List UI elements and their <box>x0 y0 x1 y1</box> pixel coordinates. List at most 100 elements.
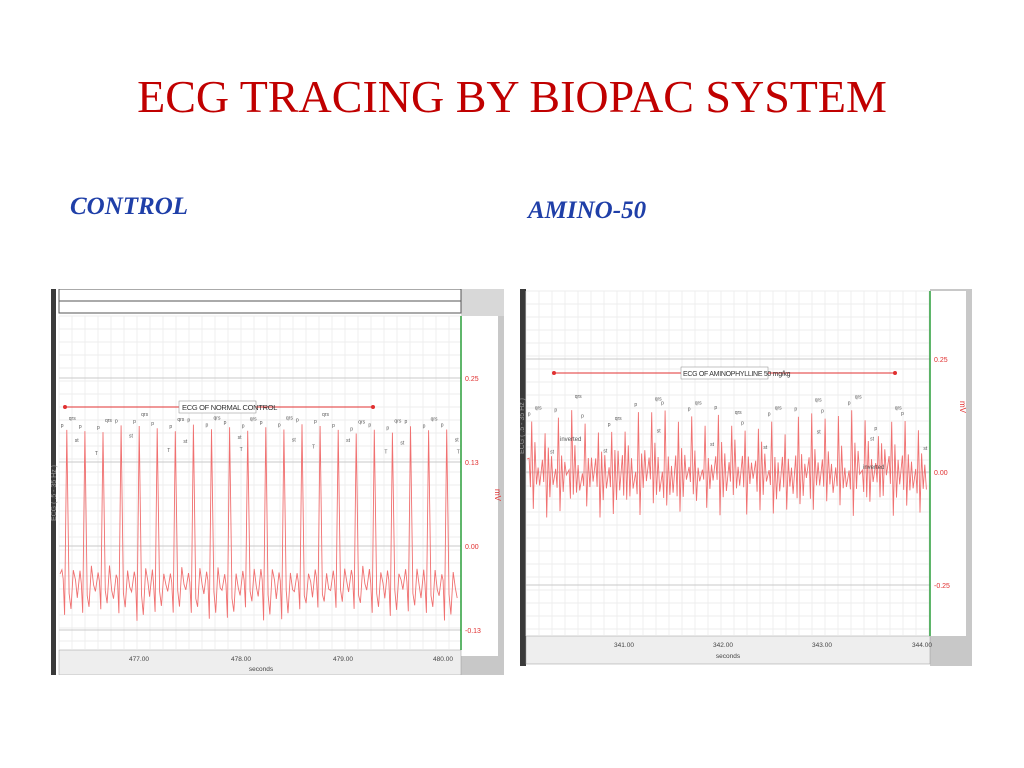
wave-label: qrs <box>615 416 622 422</box>
y-tick-label: -0.25 <box>934 583 950 590</box>
channel-label: ECG ( .5 - 35 Hz ) <box>51 465 58 521</box>
y-tick-label: 0.13 <box>465 460 479 467</box>
wave-label: qrs <box>105 418 112 424</box>
wave-label: T <box>240 447 243 453</box>
wave-label: p <box>79 424 82 430</box>
wave-label: qrs <box>815 397 822 403</box>
window-background <box>51 289 504 675</box>
wave-label: p <box>206 422 209 428</box>
wave-label: p <box>278 422 281 428</box>
control-ecg-window: 0.25 0.13 0.00 -0.13 mV ECG ( .5 - 35 Hz ) ECG… <box>51 289 504 675</box>
wave-label: p <box>441 423 444 429</box>
wave-label: qrs <box>775 406 782 412</box>
note-label: inverted <box>863 465 884 471</box>
amino-ecg-graph: 0.25 0.00 -0.25 mV ECG ( .5 - 35 Hz ) ECG OF … <box>520 289 972 666</box>
x-tick-label: 480.00 <box>433 656 453 663</box>
x-axis-title: seconds <box>716 653 741 660</box>
annotation-endpoint <box>893 371 897 375</box>
annotation-text: ECG OF NORMAL CONTROL <box>182 403 277 412</box>
wave-label: T <box>384 450 387 456</box>
y-tick-label: 0.25 <box>934 357 948 364</box>
wave-label: p <box>634 402 637 408</box>
wave-label: st <box>292 437 297 443</box>
wave-label: p <box>554 408 557 414</box>
wave-label: qrs <box>286 415 293 421</box>
wave-label: T <box>167 448 170 454</box>
x-tick-label: 478.00 <box>231 656 251 663</box>
channel-label: ECG ( .5 - 35 Hz ) <box>520 398 526 454</box>
y-scale-area <box>930 291 966 636</box>
wave-label: qrs <box>895 406 902 412</box>
y-tick-label: -0.13 <box>465 628 481 635</box>
wave-label: p <box>314 419 317 425</box>
annotation-endpoint <box>552 371 556 375</box>
wave-label: p <box>151 421 154 427</box>
wave-label: qrs <box>141 412 148 418</box>
scale-pane-top <box>461 289 504 316</box>
wave-label: p <box>169 424 172 430</box>
wave-label: qrs <box>535 406 542 412</box>
wave-label: p <box>350 426 353 432</box>
annotation-text: ECG OF AMINOPHYLLINE 50 mg/kg <box>683 371 791 378</box>
wave-label: st <box>603 449 608 455</box>
wave-label: p <box>405 419 408 425</box>
wave-label: p <box>187 418 190 424</box>
wave-label: qrs <box>655 396 662 402</box>
wave-label: qrs <box>177 417 184 423</box>
x-tick-label: 477.00 <box>129 656 149 663</box>
wave-label: qrs <box>214 415 221 421</box>
wave-label: qrs <box>855 394 862 400</box>
toolbar-strip-1 <box>58 289 462 302</box>
wave-label: p <box>61 423 64 429</box>
wave-label: p <box>242 424 245 430</box>
wave-label: qrs <box>431 416 438 422</box>
amino-ecg-window: 0.25 0.00 -0.25 mV ECG ( .5 - 35 Hz ) ECG OF … <box>520 289 972 666</box>
wave-label: T <box>312 444 315 450</box>
wave-label: p <box>821 409 824 415</box>
wave-label: T <box>457 450 460 456</box>
wave-label: p <box>224 420 227 426</box>
wave-label: st <box>400 441 405 447</box>
wave-label: p <box>608 422 611 428</box>
wave-label: p <box>97 425 100 431</box>
y-scale-area <box>461 316 498 656</box>
annotation-endpoint <box>371 405 375 409</box>
wave-label: p <box>368 423 371 429</box>
wave-label: p <box>848 400 851 406</box>
wave-label: p <box>133 419 136 425</box>
y-tick-label: 0.25 <box>465 376 479 383</box>
note-label: inverted <box>560 437 581 443</box>
wave-label: st <box>923 446 928 452</box>
wave-label: p <box>901 411 904 417</box>
wave-label: p <box>794 407 797 413</box>
wave-label: p <box>296 417 299 423</box>
wave-label: p <box>661 401 664 407</box>
left-edge-bar <box>51 289 56 675</box>
x-axis-bar <box>525 635 931 665</box>
wave-label: st <box>129 433 134 439</box>
x-tick-label: 341.00 <box>614 642 634 649</box>
wave-label: qrs <box>69 416 76 422</box>
x-axis-title: seconds <box>249 666 274 673</box>
wave-label: st <box>550 449 555 455</box>
y-tick-label: 0.00 <box>934 470 948 477</box>
wave-label: st <box>657 428 662 434</box>
wave-label: p <box>528 412 531 418</box>
wave-label: st <box>870 436 875 442</box>
toolbar-strip-2 <box>58 300 462 314</box>
wave-label: p <box>260 420 263 426</box>
wave-label: qrs <box>250 417 257 423</box>
annotation-box <box>178 400 257 414</box>
wave-label: p <box>688 406 691 412</box>
annotation-box <box>680 366 769 380</box>
wave-label: p <box>714 405 717 411</box>
wave-label: st <box>763 445 768 451</box>
wave-label: T <box>95 451 98 457</box>
wave-label: p <box>581 414 584 420</box>
wave-label: qrs <box>735 410 742 416</box>
ecg-trace <box>59 424 458 621</box>
wave-label: p <box>332 423 335 429</box>
wave-label: p <box>741 421 744 427</box>
ecg-trace <box>526 410 927 518</box>
wave-label: st <box>183 439 188 445</box>
